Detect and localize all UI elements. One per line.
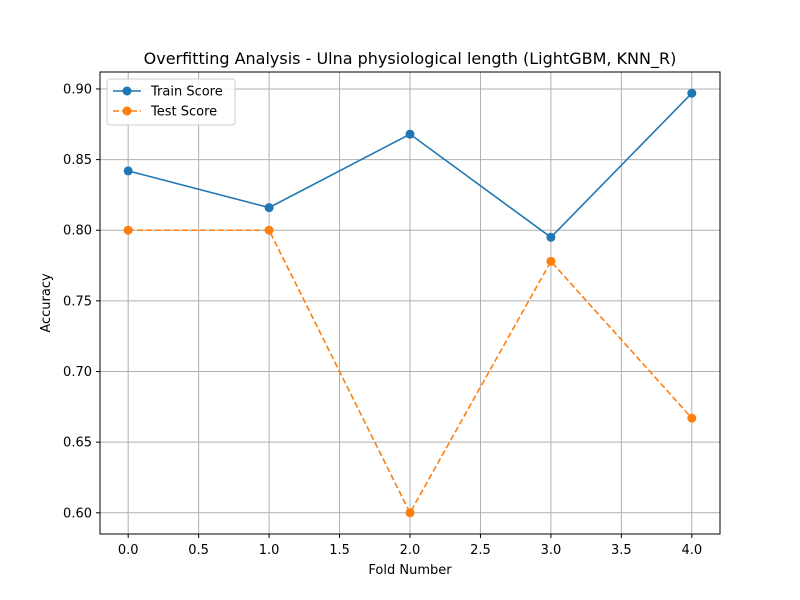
y-tick-label: 0.70 — [63, 365, 92, 380]
x-tick-label: 1.5 — [329, 543, 350, 558]
x-tick-label: 0.0 — [118, 543, 139, 558]
test-score-point — [687, 413, 697, 423]
ticks: 0.0 0.5 1.0 1.5 2.0 2.5 3.0 3.5 4.0 0.60 0.65 0.70 0… — [63, 82, 702, 558]
y-tick-label: 0.90 — [63, 82, 92, 97]
x-tick-label: 4.0 — [681, 543, 702, 558]
test-score-point — [264, 225, 274, 235]
x-tick-label: 3.5 — [611, 543, 632, 558]
y-tick-label: 0.60 — [63, 506, 92, 521]
test-score-point — [123, 225, 133, 235]
legend-marker-test-score — [122, 106, 132, 116]
chart-title: Overfitting Analysis - Ulna physiologica… — [144, 49, 677, 69]
x-tick-label: 2.5 — [470, 543, 491, 558]
train-score-point — [123, 166, 133, 176]
legend-label-train-score: Train Score — [150, 85, 223, 100]
y-tick-label: 0.75 — [63, 294, 92, 309]
x-axis-label: Fold Number — [368, 563, 452, 578]
series-group — [123, 88, 697, 518]
x-tick-label: 1.0 — [259, 543, 280, 558]
train-score-point — [546, 232, 556, 242]
x-tick-label: 2.0 — [400, 543, 421, 558]
test-score-line — [128, 229, 693, 515]
train-score-point — [687, 88, 697, 98]
test-score-point — [405, 508, 415, 518]
legend: Train Score Test Score — [106, 78, 236, 126]
test-score-point — [546, 256, 556, 266]
legend-marker-train-score — [122, 86, 132, 96]
train-score-point — [405, 129, 415, 139]
y-tick-label: 0.80 — [63, 224, 92, 239]
y-tick-label: 0.85 — [63, 153, 92, 168]
y-tick-label: 0.65 — [63, 436, 92, 451]
x-tick-label: 0.5 — [188, 543, 209, 558]
y-axis-label: Accuracy — [39, 273, 54, 333]
legend-label-test-score: Test Score — [150, 105, 217, 120]
train-score-point — [264, 203, 274, 213]
x-tick-label: 3.0 — [541, 543, 562, 558]
